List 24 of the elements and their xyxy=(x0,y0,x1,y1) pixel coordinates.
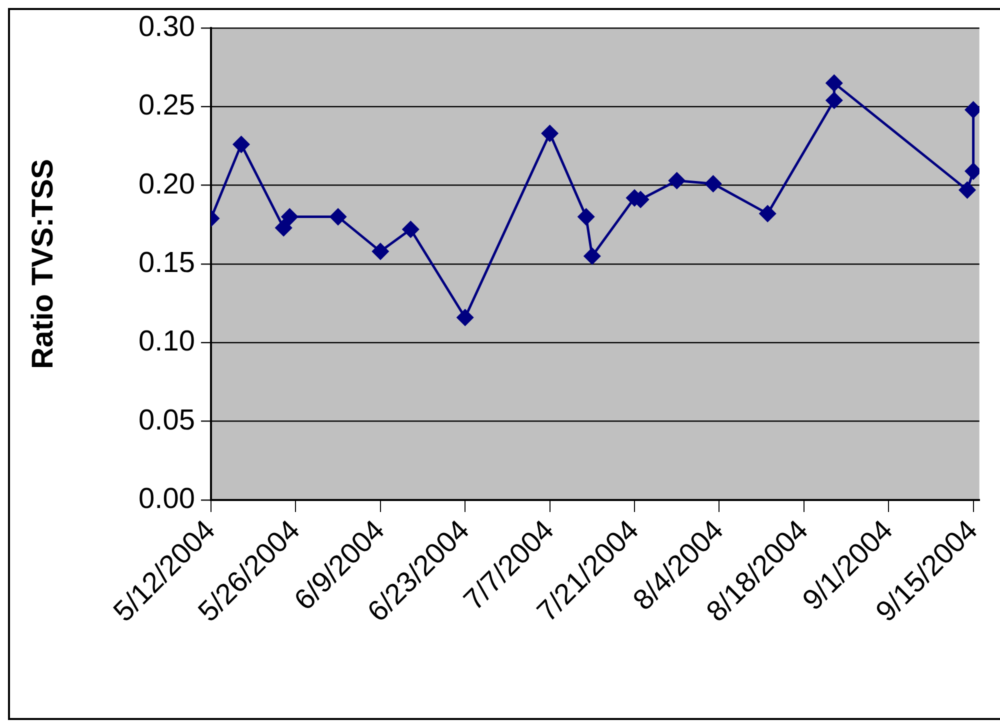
point xyxy=(959,182,976,198)
point xyxy=(402,221,419,238)
point xyxy=(826,74,842,92)
point xyxy=(275,220,292,236)
y-tick-label: 0.10 xyxy=(138,326,195,358)
point xyxy=(372,243,389,260)
y-tick-label: 0.25 xyxy=(138,90,195,122)
y-tick-label: 0.15 xyxy=(138,247,195,279)
point xyxy=(233,136,250,153)
y-tick-label: 0.00 xyxy=(138,483,195,515)
point xyxy=(456,309,474,326)
y-tick-label: 0.05 xyxy=(138,404,195,436)
y-axis-title: Ratio TVS:TSS xyxy=(26,158,60,370)
point xyxy=(584,248,600,264)
y-tick-label: 0.20 xyxy=(138,168,195,200)
point xyxy=(542,125,558,142)
point xyxy=(578,208,594,226)
point xyxy=(330,208,346,226)
point xyxy=(704,176,722,192)
point xyxy=(826,92,842,109)
point xyxy=(281,208,298,226)
point xyxy=(759,205,776,222)
point xyxy=(668,172,686,189)
y-tick-label: 0.30 xyxy=(138,11,195,43)
